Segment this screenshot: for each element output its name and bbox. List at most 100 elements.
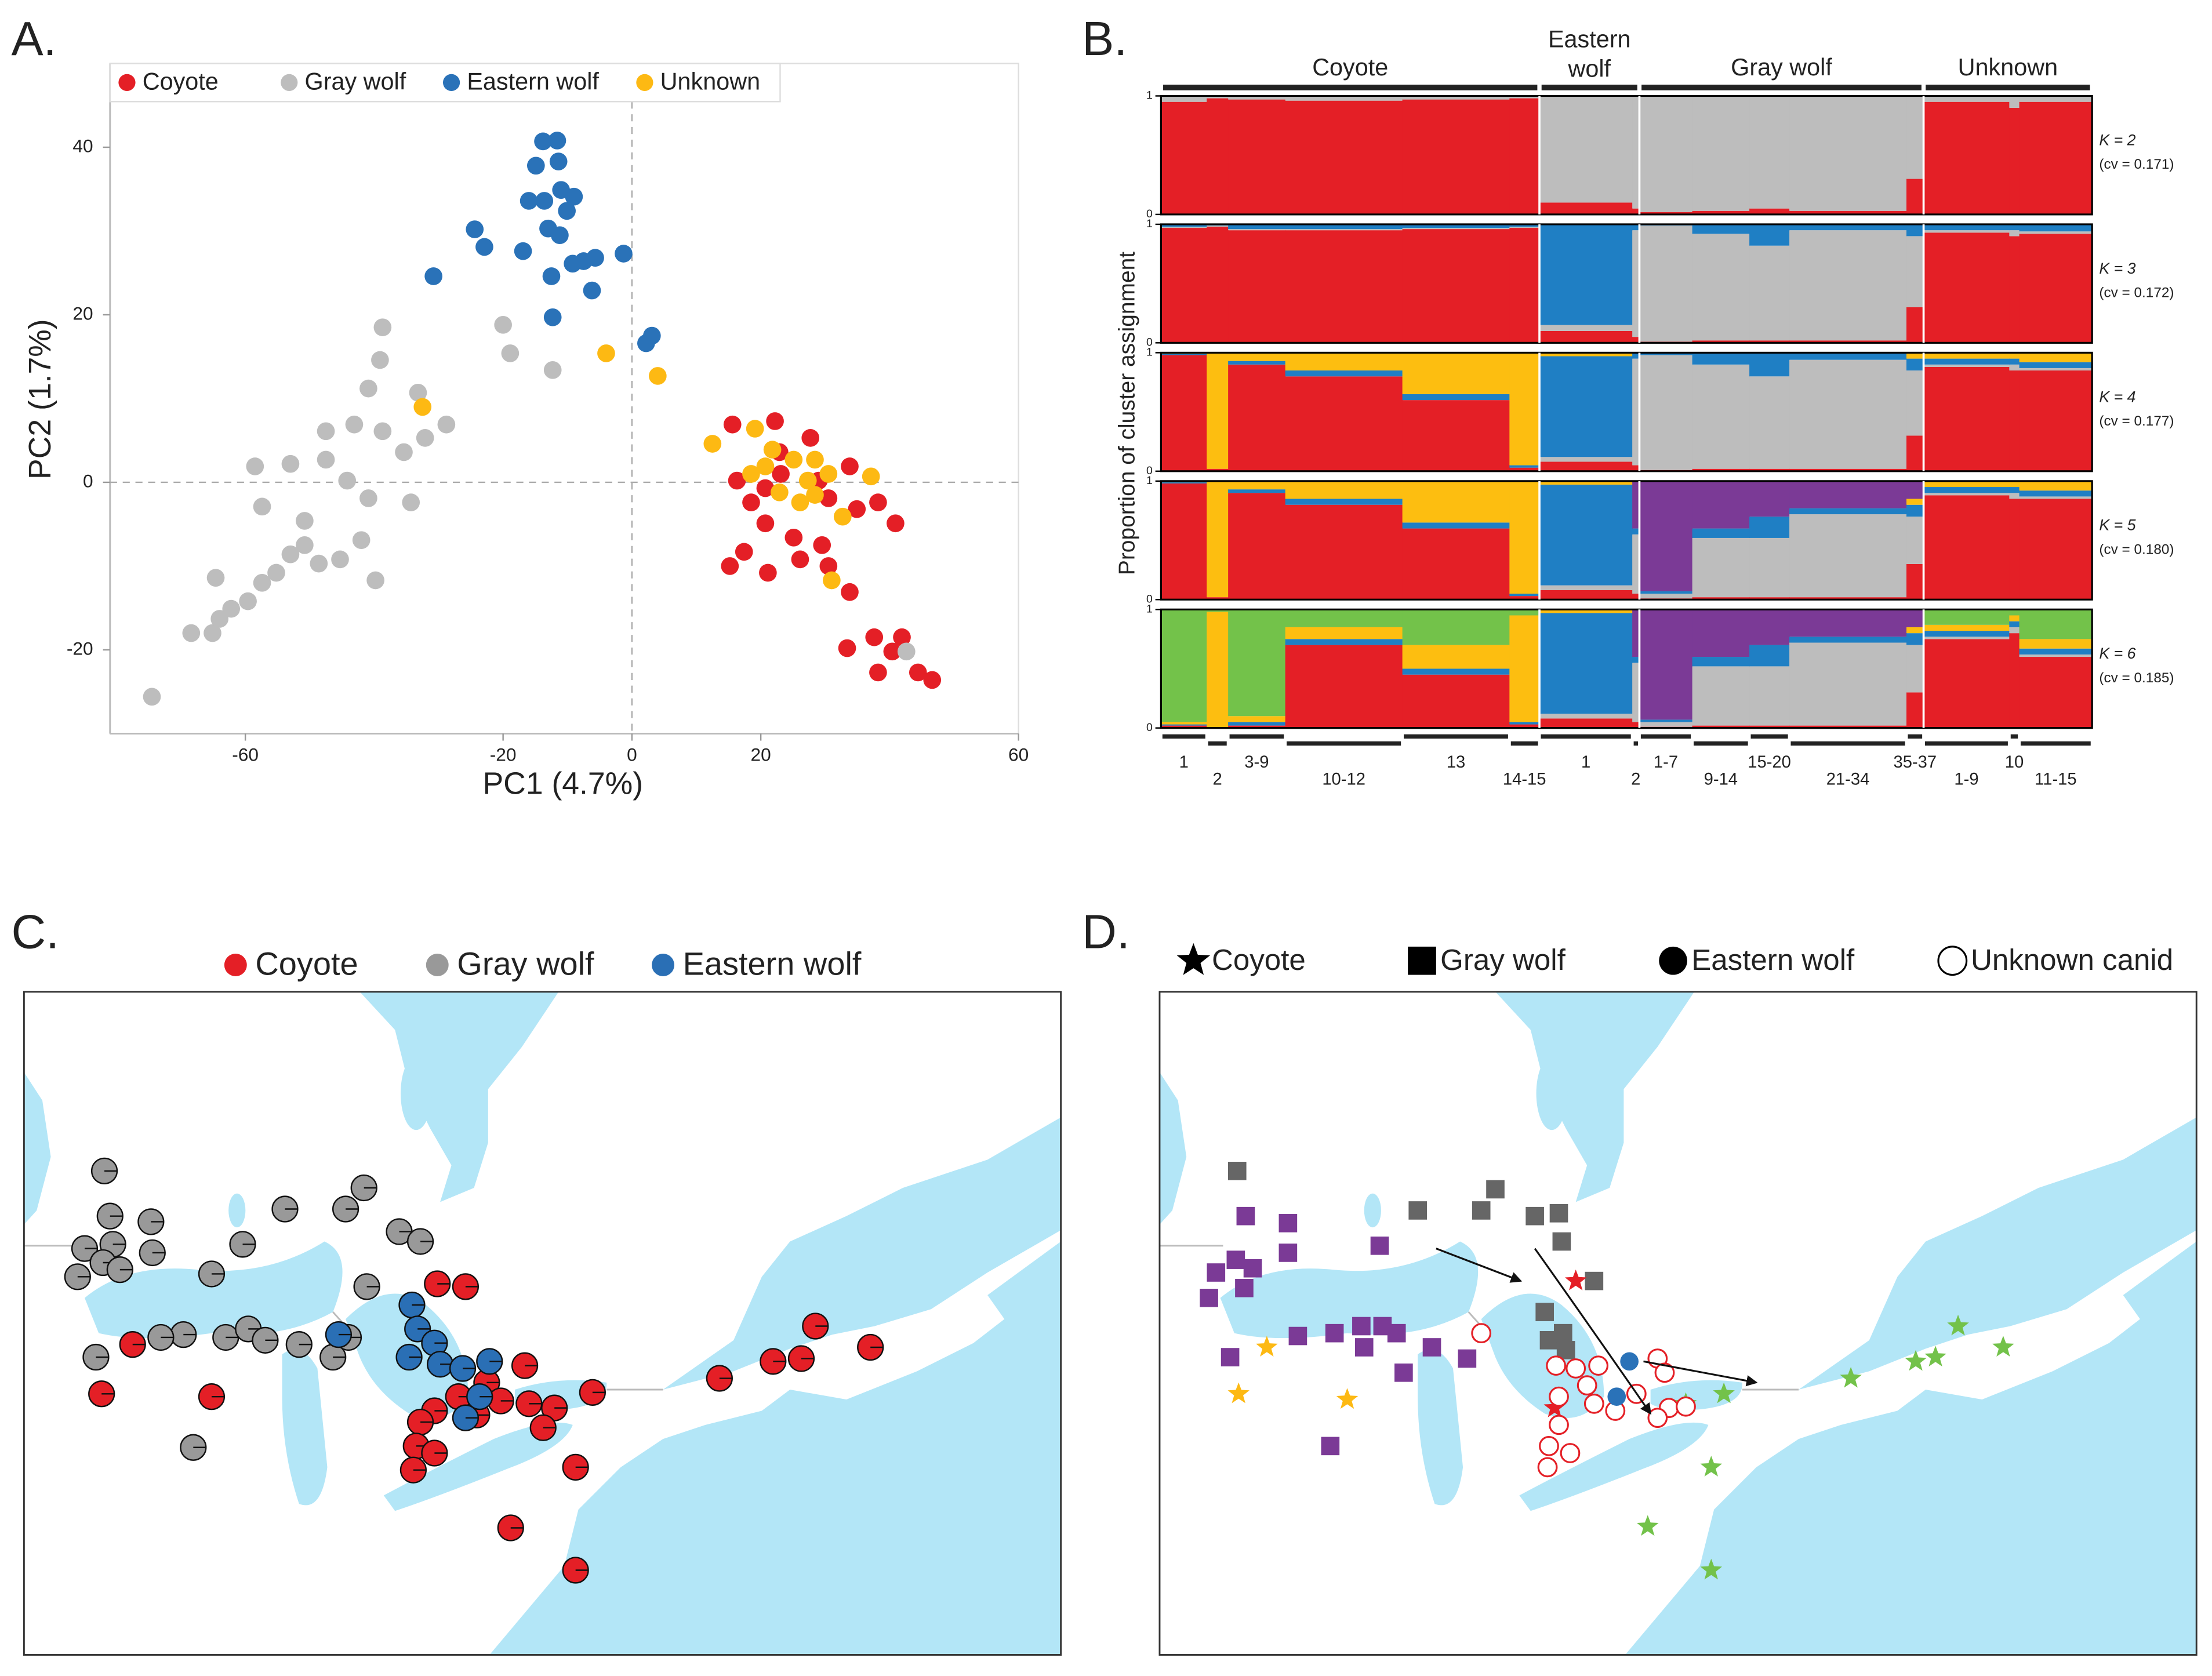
segment — [1632, 663, 1640, 722]
segment — [1906, 370, 1924, 436]
segment — [2019, 101, 2093, 215]
segment — [1789, 514, 1907, 598]
point — [897, 642, 916, 661]
point — [310, 554, 328, 573]
x-tick-label: 10 — [2005, 753, 2024, 772]
segment — [1285, 645, 1403, 728]
point — [756, 479, 775, 497]
x-tick-label: 9-14 — [1704, 770, 1738, 788]
point — [402, 493, 420, 511]
x-tick-label: 15-20 — [1748, 753, 1791, 772]
point — [735, 543, 753, 561]
x-tick-label: 1-7 — [1654, 753, 1678, 772]
segment — [1923, 481, 2010, 488]
segment — [1692, 597, 1750, 600]
segment — [1402, 668, 1510, 675]
segment — [1789, 352, 1907, 360]
segment — [1692, 528, 1750, 538]
point — [514, 242, 532, 260]
point — [784, 450, 803, 469]
map-marker — [1637, 1515, 1659, 1536]
point — [806, 450, 824, 469]
segment — [1692, 234, 1750, 341]
x-tick-label: 20 — [751, 744, 771, 765]
y-tick-label: 40 — [72, 135, 93, 156]
segment — [2019, 657, 2093, 728]
segment — [1207, 98, 1229, 215]
segment — [2009, 481, 2020, 488]
map-marker — [1408, 1201, 1428, 1220]
segment — [2019, 96, 2093, 102]
point — [742, 465, 760, 483]
segment — [1539, 330, 1633, 343]
segment — [1539, 481, 1633, 485]
segment — [2019, 609, 2093, 639]
map-marker — [1486, 1180, 1505, 1199]
segment — [1923, 631, 2010, 637]
segment — [1285, 224, 1403, 230]
arrow — [1534, 1248, 1652, 1415]
segment — [1161, 227, 1207, 228]
segment — [1539, 718, 1633, 728]
point — [239, 592, 257, 610]
point — [763, 441, 782, 459]
x-tick-label: 1-9 — [1954, 770, 1978, 788]
segment — [1632, 465, 1640, 471]
segment — [1285, 609, 1403, 627]
x-tick-label: 60 — [1008, 744, 1029, 765]
legend-label: Coyote — [1212, 943, 1306, 976]
segment — [1161, 482, 1207, 483]
segment — [1692, 537, 1750, 598]
segment — [1285, 639, 1403, 645]
segment — [2009, 609, 2020, 616]
point — [253, 497, 271, 516]
point — [791, 493, 809, 511]
segment — [1285, 499, 1403, 505]
point — [296, 536, 314, 554]
x-tick-label: 14-15 — [1503, 770, 1546, 788]
segment — [1906, 645, 1924, 693]
segment — [1632, 528, 1640, 535]
segment — [1228, 716, 1286, 722]
map-marker — [1588, 1355, 1609, 1376]
segment — [1692, 666, 1750, 726]
arrow — [1436, 1248, 1523, 1283]
segment — [1402, 609, 1510, 645]
row-frame — [1160, 608, 2093, 729]
point — [819, 557, 838, 575]
x-tick-label: 21-34 — [1826, 770, 1870, 788]
segment — [1749, 352, 1790, 377]
point — [565, 187, 583, 206]
segment — [1509, 481, 1540, 594]
segment — [1632, 722, 1640, 728]
segment — [2009, 224, 2020, 231]
group-label: Unknown — [1958, 54, 2058, 81]
segment — [1207, 597, 1229, 600]
segment — [1207, 468, 1229, 471]
segment — [1749, 597, 1790, 600]
segment — [1923, 101, 2010, 215]
point — [869, 663, 887, 682]
row-frame — [1160, 480, 2093, 601]
segment — [1402, 228, 1510, 230]
segment — [2019, 496, 2093, 499]
arrow — [1643, 1360, 1758, 1387]
legend-marker — [1659, 946, 1687, 975]
point — [766, 412, 784, 430]
segment — [1906, 435, 1924, 471]
segment — [1161, 483, 1207, 600]
legend-label: Coyote — [143, 68, 219, 94]
legend-label: Eastern wolf — [683, 946, 862, 982]
legend-label: Gray wolf — [457, 946, 594, 982]
point — [543, 361, 562, 379]
segment — [1789, 725, 1907, 728]
segment — [2019, 370, 2093, 471]
map-marker — [1607, 1387, 1626, 1406]
point — [841, 583, 859, 601]
segment — [1789, 597, 1907, 600]
point — [535, 192, 554, 210]
segment — [2019, 234, 2093, 343]
segment — [1906, 499, 1924, 505]
segment — [1906, 224, 1924, 237]
segment — [1539, 202, 1633, 215]
